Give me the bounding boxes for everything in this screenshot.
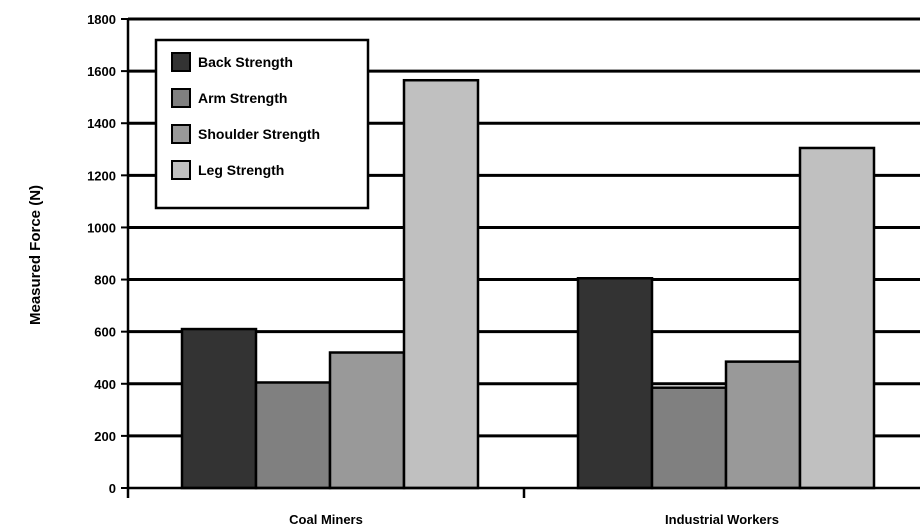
legend-swatch xyxy=(171,160,191,180)
y-axis-title: Measured Force (N) xyxy=(27,185,44,325)
axes xyxy=(121,18,920,498)
y-tick-label: 1000 xyxy=(87,220,116,235)
x-category-label: Coal Miners xyxy=(289,512,363,527)
y-tick-label: 400 xyxy=(94,377,116,392)
bar-shoulder-strength-0 xyxy=(328,351,406,490)
y-tick-label: 600 xyxy=(94,325,116,340)
legend-swatch xyxy=(171,52,191,72)
legend-label: Leg Strength xyxy=(198,162,284,178)
y-tick-label: 1200 xyxy=(87,168,116,183)
legend-swatch xyxy=(171,124,191,144)
y-tick-label: 1600 xyxy=(87,64,116,79)
bar-back-strength-0 xyxy=(180,327,258,490)
bar-shoulder-strength-1 xyxy=(724,360,802,490)
bar-arm-strength-1 xyxy=(650,386,728,490)
bar-leg-strength-0 xyxy=(402,78,480,490)
x-category-label: Industrial Workers xyxy=(665,512,779,527)
y-tick-label: 0 xyxy=(109,481,116,496)
legend-swatch xyxy=(171,88,191,108)
x-category-labels: Coal Miners Industrial Workers xyxy=(289,512,779,527)
bar-leg-strength-1 xyxy=(798,146,876,490)
legend-box xyxy=(154,38,370,210)
legend-label: Shoulder Strength xyxy=(198,126,320,142)
legend-label: Back Strength xyxy=(198,54,293,70)
legend-label: Arm Strength xyxy=(198,90,287,106)
bar-arm-strength-0 xyxy=(254,381,332,490)
y-tick-label: 200 xyxy=(94,429,116,444)
y-tick-label: 1400 xyxy=(87,116,116,131)
bar-back-strength-1 xyxy=(576,277,654,490)
y-tick-label: 1800 xyxy=(87,12,116,27)
y-tick-labels: 0 200 400 600 800 1000 1200 1400 1600 1800 xyxy=(87,12,116,496)
bars xyxy=(180,78,876,490)
y-tick-label: 800 xyxy=(94,273,116,288)
legend: Back Strength Arm Strength Shoulder Streng… xyxy=(154,38,370,210)
